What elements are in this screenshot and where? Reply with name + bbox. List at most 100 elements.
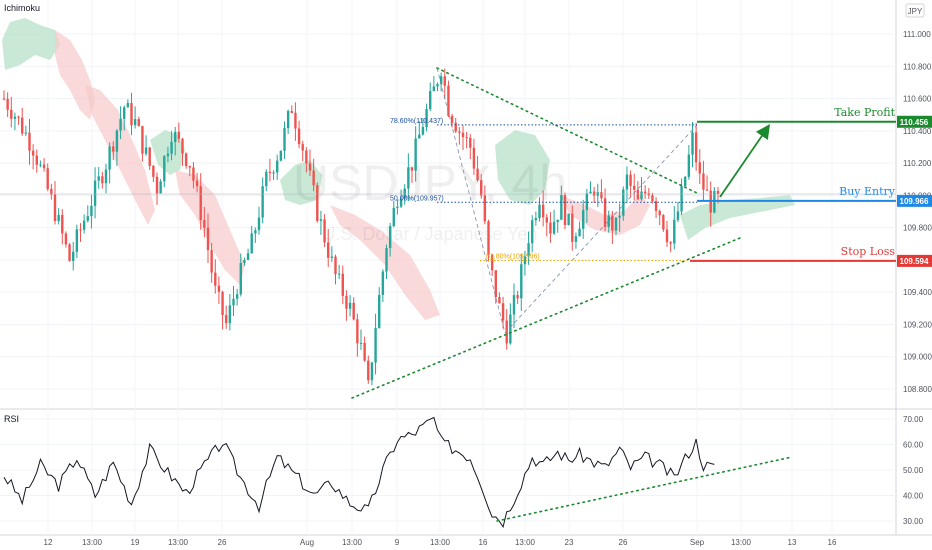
candle-body bbox=[716, 190, 720, 194]
candle-body bbox=[567, 213, 570, 226]
candle-body bbox=[341, 273, 344, 296]
candle-body bbox=[137, 119, 140, 127]
candle-body bbox=[490, 254, 494, 271]
candle-body bbox=[308, 163, 312, 171]
candle-body bbox=[600, 192, 603, 199]
candle-body bbox=[319, 219, 323, 221]
level-label: Take Profit bbox=[834, 106, 895, 119]
candle-body bbox=[243, 259, 246, 263]
candle-body bbox=[556, 219, 559, 222]
candle-body bbox=[228, 305, 232, 324]
candle-body bbox=[327, 242, 330, 258]
candle-body bbox=[552, 221, 556, 234]
candle-body bbox=[396, 206, 399, 208]
candle-body bbox=[618, 215, 621, 218]
rsi-label: RSI bbox=[4, 414, 19, 424]
candle-body bbox=[534, 218, 538, 221]
candle-body bbox=[465, 137, 468, 139]
currency-badge-box[interactable] bbox=[905, 3, 925, 18]
candle-body bbox=[381, 271, 385, 295]
candle-body bbox=[24, 132, 28, 134]
candle-body bbox=[115, 130, 119, 152]
candle-body bbox=[68, 244, 71, 262]
candle-body bbox=[279, 150, 283, 161]
candle-body bbox=[57, 214, 60, 221]
candle-body bbox=[498, 297, 501, 304]
candle-body bbox=[702, 173, 705, 190]
price-tick-label: 110.400 bbox=[903, 127, 932, 136]
candle-body bbox=[79, 229, 82, 231]
candle-body bbox=[640, 191, 643, 200]
candle-body bbox=[108, 146, 111, 170]
candle-body bbox=[123, 107, 126, 119]
watermark-symbol: USDJPY, 4h bbox=[293, 155, 567, 211]
rsi-panel[interactable] bbox=[0, 410, 896, 535]
candle-body bbox=[305, 150, 308, 164]
candle-body bbox=[574, 236, 578, 242]
candle-body bbox=[126, 103, 130, 108]
candle-body bbox=[232, 298, 235, 306]
candle-body bbox=[694, 132, 698, 163]
candle-body bbox=[549, 222, 552, 234]
projection-arrow bbox=[719, 124, 771, 198]
candle-body bbox=[39, 164, 42, 166]
candle-body bbox=[410, 167, 414, 171]
candle-body bbox=[687, 154, 691, 177]
price-tick-label: 109.000 bbox=[903, 353, 932, 362]
candle-body bbox=[75, 229, 79, 252]
price-tick-label: 110.800 bbox=[903, 62, 932, 71]
candle-body bbox=[651, 195, 654, 202]
candle-body bbox=[429, 91, 432, 110]
candle-body bbox=[28, 132, 31, 151]
candle-body bbox=[82, 220, 86, 230]
time-tick-label: 16 bbox=[479, 538, 488, 547]
candle-body bbox=[148, 147, 151, 166]
time-tick-label: 12 bbox=[44, 538, 53, 547]
cloud-segment bbox=[2, 18, 60, 70]
rsi-tick-label: 40.00 bbox=[903, 492, 924, 501]
candle-body bbox=[166, 153, 170, 157]
candle-body bbox=[188, 166, 191, 168]
candle-body bbox=[334, 256, 337, 275]
candle-body bbox=[90, 205, 93, 217]
candle-body bbox=[10, 109, 13, 119]
fib-swing-line bbox=[504, 124, 698, 334]
rsi-tick-label: 30.00 bbox=[903, 517, 924, 526]
candle-body bbox=[144, 147, 148, 154]
candle-body bbox=[257, 217, 261, 231]
candle-body bbox=[367, 360, 370, 381]
time-tick-label: 13:00 bbox=[342, 538, 363, 547]
candle-body bbox=[6, 98, 9, 110]
candle-body bbox=[42, 164, 46, 169]
cloud-segment bbox=[495, 130, 550, 205]
time-tick-label: Sep bbox=[690, 538, 705, 547]
rsi-tick-label: 70.00 bbox=[903, 415, 924, 424]
candle-body bbox=[472, 147, 476, 169]
candle-body bbox=[527, 243, 530, 257]
candle-body bbox=[516, 295, 519, 299]
candle-body bbox=[614, 217, 618, 231]
candle-body bbox=[505, 320, 508, 344]
candle-body bbox=[563, 195, 567, 226]
candle-body bbox=[141, 126, 144, 154]
candle-body bbox=[629, 174, 632, 186]
level-price-tag bbox=[897, 194, 932, 207]
candle-body bbox=[461, 132, 465, 138]
time-tick-label: 26 bbox=[218, 538, 227, 547]
candle-body bbox=[352, 302, 355, 320]
candle-body bbox=[283, 128, 286, 151]
candle-body bbox=[199, 186, 202, 221]
candle-body bbox=[392, 207, 395, 227]
level-price-tag bbox=[897, 254, 932, 267]
candle-body bbox=[86, 216, 89, 221]
candle-body bbox=[356, 319, 359, 344]
candle-body bbox=[272, 172, 275, 174]
level-label: Stop Loss bbox=[841, 245, 896, 258]
time-tick-label: 13:00 bbox=[168, 538, 189, 547]
candle-body bbox=[163, 156, 166, 182]
candle-body bbox=[680, 186, 683, 212]
candle-body bbox=[221, 291, 224, 316]
price-tick-label: 110.600 bbox=[903, 95, 932, 104]
candle-body bbox=[469, 137, 472, 148]
fib-level-label: 61.80%(109.596) bbox=[486, 254, 540, 261]
